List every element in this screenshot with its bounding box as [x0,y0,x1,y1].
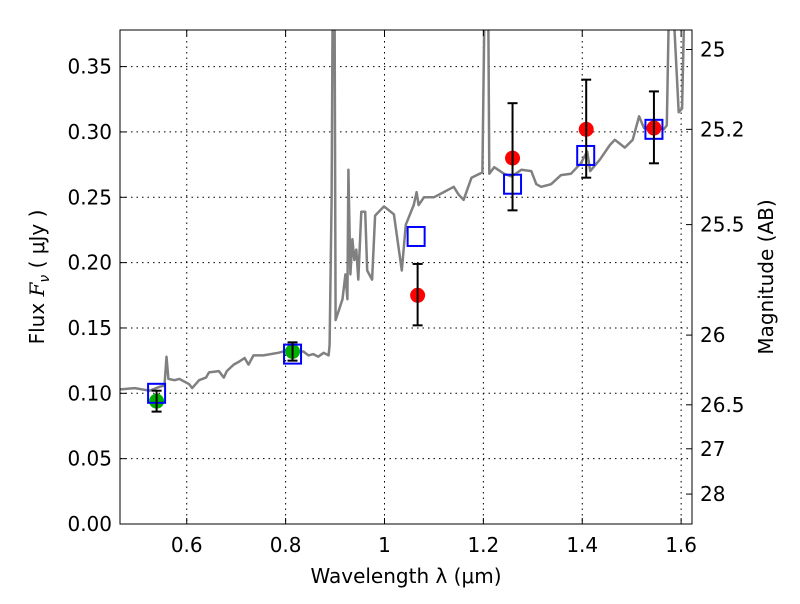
x-tick-label: 0.8 [270,533,302,557]
right-tick-label: 27 [700,437,725,461]
y-label-prefix: Flux [25,296,49,344]
right-tick-label: 25.2 [700,117,745,141]
plot-frame [119,29,693,525]
y-tick-label: 0.20 [67,251,112,275]
y-tick-label: 0.05 [67,447,112,471]
right-tick-label: 25 [700,38,725,62]
y-axis-label: Flux Fν ( μJy ) [25,210,53,345]
x-tick-label: 1 [378,533,391,557]
y-tick-label: 0.10 [67,381,112,405]
x-tick-label: 1.6 [665,533,697,557]
x-tick-label: 1.2 [467,533,499,557]
y-tick-label: 0.25 [67,185,112,209]
y-label-suffix: ( μJy ) [25,210,49,275]
axes: 0.6 0.8 1 1.2 1.4 1.6 0.00 0.05 0.10 0.15 0.20 0.25… [67,30,745,557]
x-tick-label: 0.6 [171,533,203,557]
model-photometry-square [406,225,426,247]
y-tick-label: 0.00 [67,512,112,536]
right-tick-label: 26.5 [700,393,745,417]
x-axis-label: Wavelength λ (μm) [310,564,501,588]
right-tick-label: 28 [700,482,725,506]
right-axis-label: Magnitude (AB) [754,199,778,354]
plot-area [120,30,686,413]
y-label-sub: ν [37,275,53,283]
y-label-var: F [25,281,49,297]
x-tick-label: 1.4 [566,533,598,557]
right-tick-label: 26 [700,323,725,347]
y-tick-label: 0.15 [67,316,112,340]
y-tick-label: 0.30 [67,120,112,144]
grid [120,30,692,524]
spectrum-line [120,30,686,392]
y-tick-label: 0.35 [67,55,112,79]
right-tick-label: 25.5 [700,213,745,237]
